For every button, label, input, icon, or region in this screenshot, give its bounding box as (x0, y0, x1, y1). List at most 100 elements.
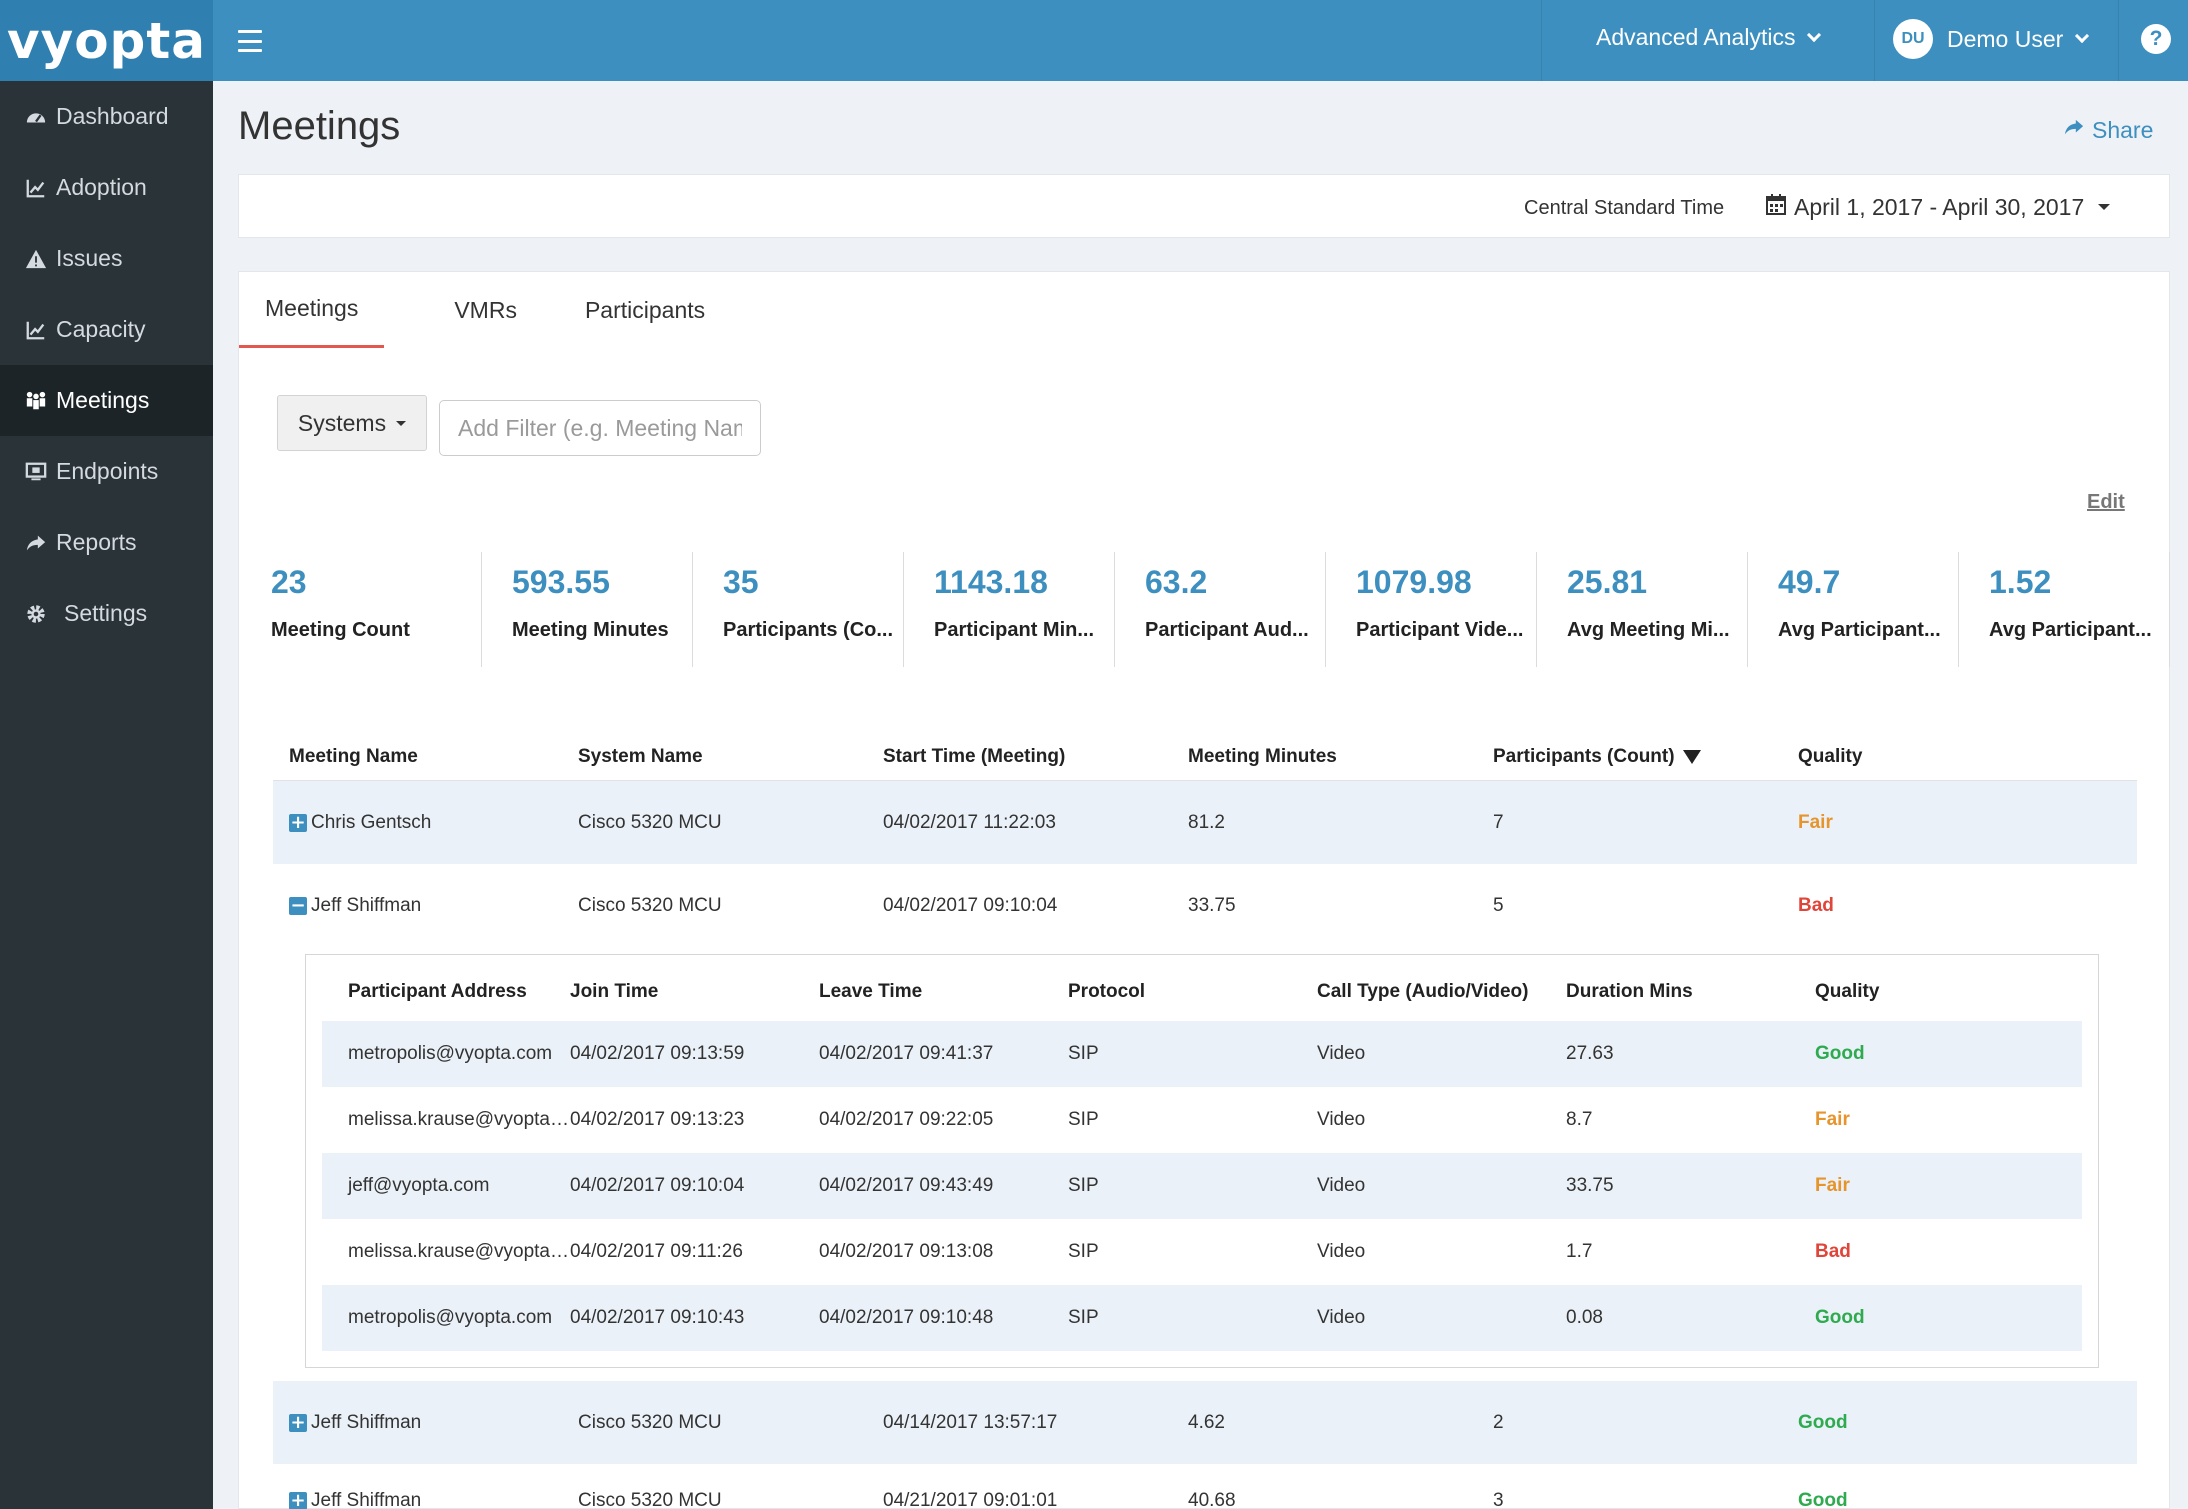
kpi-card: 1.52 Avg Participant... (1959, 552, 2170, 667)
sidebar: Dashboard Adoption Issues Capacity Meeti… (0, 81, 213, 1509)
column-header[interactable]: Call Type (Audio/Video) (1317, 981, 1529, 1002)
column-header-sorted[interactable]: Participants (Count) (1493, 746, 1798, 768)
systems-dropdown[interactable]: Systems (277, 395, 427, 451)
kpi-label: Participant Aud... (1145, 619, 1309, 641)
kpi-label: Participant Min... (934, 619, 1095, 641)
column-header[interactable]: Quality (1798, 745, 1863, 767)
join-time-cell: 04/02/2017 09:11:26 (570, 1241, 743, 1262)
sidebar-item-label: Settings (64, 600, 148, 626)
quality-cell: Bad (1798, 894, 1834, 916)
protocol-cell: SIP (1068, 1307, 1099, 1328)
kpi-card: 593.55 Meeting Minutes (482, 552, 693, 667)
sidebar-item-label: Adoption (56, 174, 147, 200)
meeting-name-cell: + Jeff Shiffman (273, 1490, 578, 1509)
sidebar-item-reports[interactable]: Reports (0, 507, 213, 578)
kpi-value: 63.2 (1145, 564, 1208, 600)
tab-vmrs[interactable]: VMRs (454, 296, 517, 323)
tab-bar: Meetings VMRs Participants (239, 272, 731, 348)
column-header[interactable]: Join Time (570, 981, 659, 1002)
meeting-name-cell: + Jeff Shiffman (273, 1412, 578, 1434)
call-type-cell: Video (1317, 1109, 1366, 1130)
user-menu[interactable]: DU Demo User (1893, 19, 2090, 59)
avatar: DU (1893, 19, 1933, 59)
join-time-cell: 04/02/2017 09:10:04 (570, 1175, 745, 1196)
expand-icon[interactable]: + (289, 811, 307, 833)
collapse-icon[interactable]: − (289, 894, 307, 916)
leave-time-cell: 04/02/2017 09:13:08 (819, 1241, 994, 1262)
kpi-card: 35 Participants (Co... (693, 552, 904, 667)
table-row[interactable]: + Jeff Shiffman Cisco 5320 MCU 04/21/2017… (273, 1464, 2137, 1509)
sidebar-item-issues[interactable]: Issues (0, 223, 213, 294)
table-row[interactable]: − Jeff Shiffman Cisco 5320 MCU 04/02/2017… (273, 864, 2137, 947)
sidebar-item-dashboard[interactable]: Dashboard (0, 81, 213, 152)
meeting-name-cell: + Chris Gentsch (273, 812, 578, 834)
edit-kpis-link[interactable]: Edit (2087, 491, 2125, 513)
protocol-cell: SIP (1068, 1109, 1099, 1130)
kpi-card: 63.2 Participant Aud... (1115, 552, 1326, 667)
expand-icon[interactable]: + (289, 1490, 307, 1509)
table-header: Meeting Name System Name Start Time (Mee… (273, 733, 2137, 781)
column-header[interactable]: Leave Time (819, 981, 923, 1002)
kpi-label: Meeting Minutes (512, 619, 669, 641)
table-row[interactable]: + Chris Gentsch Cisco 5320 MCU 04/02/2017… (273, 781, 2137, 864)
start-time-cell: 04/21/2017 09:01:01 (883, 1490, 1058, 1509)
start-time-cell: 04/02/2017 11:22:03 (883, 811, 1056, 833)
column-header[interactable]: Meeting Minutes (1188, 745, 1337, 767)
sidebar-item-label: Issues (56, 245, 123, 271)
kpi-label: Participant Vide... (1356, 619, 1524, 641)
dashboard-icon (24, 105, 48, 129)
caret-down-icon (2098, 204, 2111, 210)
kpi-value: 49.7 (1778, 564, 1841, 600)
participant-row[interactable]: jeff@vyopta.com 04/02/2017 09:10:04 04/0… (322, 1153, 2082, 1219)
timezone-label: Central Standard Time (1524, 197, 1725, 219)
kpi-card: 25.81 Avg Meeting Mi... (1537, 552, 1748, 667)
sidebar-item-label: Capacity (56, 316, 146, 342)
column-header[interactable]: Start Time (Meeting) (883, 745, 1066, 767)
share-icon (24, 531, 48, 555)
advanced-analytics-label: Advanced Analytics (1596, 24, 1796, 50)
duration-cell: 27.63 (1566, 1043, 1614, 1064)
share-button[interactable]: Share (2063, 117, 2153, 144)
kpi-value: 25.81 (1567, 564, 1648, 600)
menu-icon[interactable] (235, 26, 265, 56)
sidebar-item-endpoints[interactable]: Endpoints (0, 436, 213, 507)
column-header[interactable]: Duration Mins (1566, 981, 1693, 1002)
meeting-minutes-cell: 33.75 (1188, 894, 1236, 916)
call-type-cell: Video (1317, 1307, 1366, 1328)
expand-icon[interactable]: + (289, 1411, 307, 1433)
meetings-table: Meeting Name System Name Start Time (Mee… (273, 733, 2137, 1509)
logo-area[interactable]: vyopta (0, 0, 213, 81)
meeting-minutes-cell: 81.2 (1188, 811, 1225, 833)
column-header[interactable]: Protocol (1068, 981, 1146, 1002)
share-label: Share (2092, 117, 2154, 143)
participant-row[interactable]: metropolis@vyopta.com 04/02/2017 09:10:4… (322, 1285, 2082, 1351)
date-range-picker[interactable]: April 1, 2017 - April 30, 2017 (1766, 193, 2111, 221)
column-header[interactable]: Participant Address (348, 981, 527, 1002)
tab-meetings[interactable]: Meetings (239, 272, 385, 348)
logo: vyopta (7, 11, 206, 70)
column-header[interactable]: System Name (578, 745, 703, 767)
participant-row[interactable]: metropolis@vyopta.com 04/02/2017 09:13:5… (322, 1021, 2082, 1087)
divider (1541, 0, 1542, 81)
system-name-cell: Cisco 5320 MCU (578, 1411, 722, 1433)
participants-count-cell: 7 (1493, 811, 1504, 833)
column-header-label: Participants (Count) (1493, 745, 1675, 767)
sidebar-item-capacity[interactable]: Capacity (0, 294, 213, 365)
participant-address-cell: jeff@vyopta.com (348, 1175, 490, 1196)
sidebar-item-settings[interactable]: Settings (0, 578, 213, 649)
table-row[interactable]: + Jeff Shiffman Cisco 5320 MCU 04/14/2017… (273, 1381, 2137, 1464)
participants-count-cell: 3 (1493, 1490, 1504, 1509)
participant-row[interactable]: melissa.krause@vyopta.c... 04/02/2017 09… (322, 1219, 2082, 1285)
filter-input[interactable] (439, 400, 761, 456)
date-bar: Central Standard Time April 1, 2017 - Ap… (238, 174, 2170, 238)
sidebar-item-adoption[interactable]: Adoption (0, 152, 213, 223)
column-header[interactable]: Meeting Name (289, 745, 418, 767)
advanced-analytics-dropdown[interactable]: Advanced Analytics (1596, 24, 1822, 51)
page-title: Meetings (238, 104, 401, 148)
column-header[interactable]: Quality (1815, 981, 1880, 1002)
people-icon (24, 389, 48, 413)
participant-row[interactable]: melissa.krause@vyopta.c... 04/02/2017 09… (322, 1087, 2082, 1153)
tab-participants[interactable]: Participants (584, 296, 706, 323)
help-icon[interactable]: ? (2141, 24, 2171, 54)
sidebar-item-meetings[interactable]: Meetings (0, 365, 213, 436)
